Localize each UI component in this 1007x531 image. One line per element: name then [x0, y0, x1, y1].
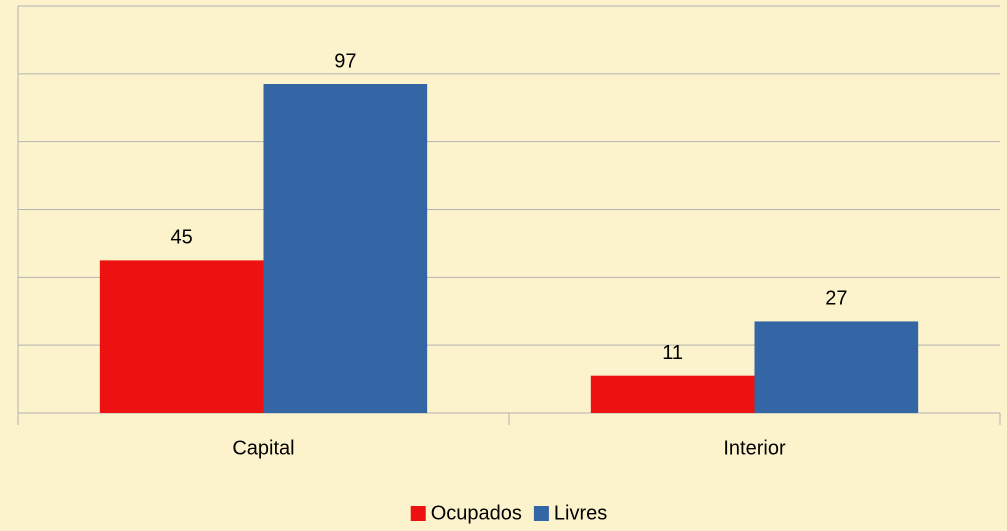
- bar: [754, 321, 919, 413]
- legend-swatch: [410, 506, 426, 521]
- bar: [263, 84, 428, 413]
- value-label: 45: [171, 227, 193, 249]
- bar: [99, 260, 264, 413]
- legend-label: Ocupados: [431, 502, 522, 524]
- legend-label: Livres: [554, 502, 607, 524]
- legend-swatch: [533, 506, 549, 521]
- value-label: 97: [334, 50, 356, 72]
- value-label: 27: [825, 288, 847, 310]
- x-tick-label: Capital: [232, 437, 294, 459]
- bar: [590, 375, 755, 413]
- x-tick-label: Interior: [723, 437, 786, 459]
- value-label: 11: [662, 342, 683, 364]
